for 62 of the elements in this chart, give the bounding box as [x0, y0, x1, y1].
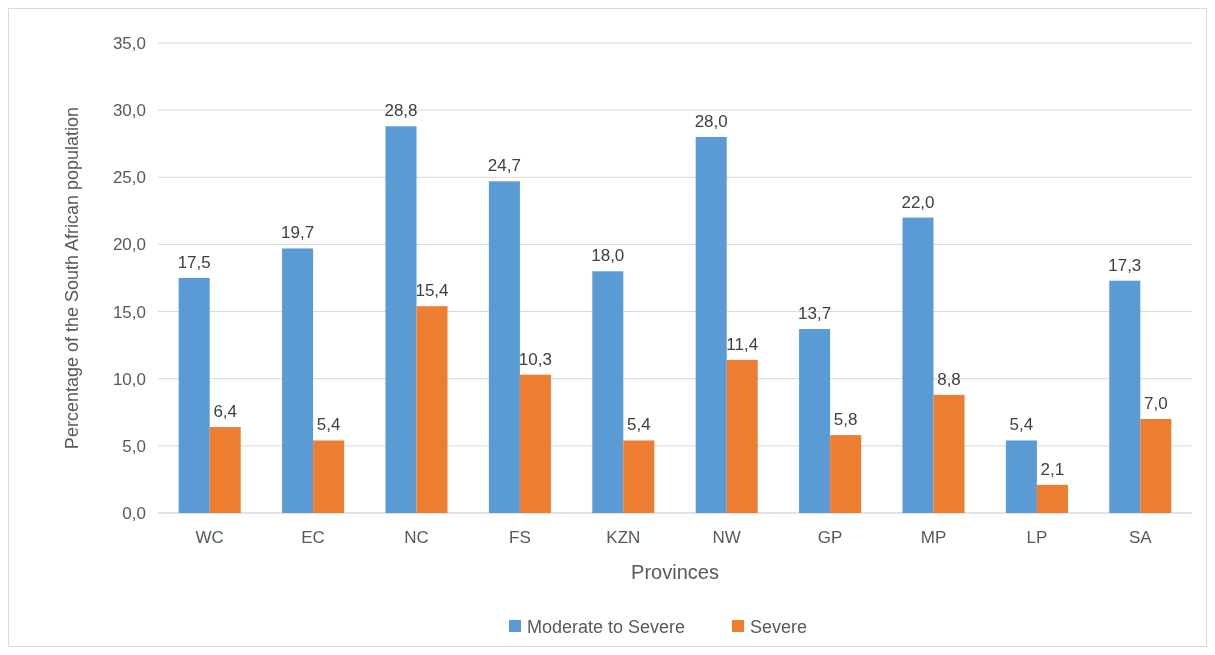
- bar: [313, 440, 345, 513]
- data-label: 5,4: [626, 415, 651, 435]
- bar: [902, 217, 934, 513]
- bar: [933, 394, 965, 513]
- x-axis-title: Provinces: [631, 561, 719, 583]
- y-tick-label: 15,0: [112, 302, 146, 322]
- bar: [282, 248, 314, 513]
- bar: [488, 181, 520, 513]
- x-tick-label: GP: [817, 528, 843, 547]
- bar: [416, 306, 448, 513]
- y-tick-label: 35,0: [112, 33, 146, 53]
- x-tick-label: WC: [195, 528, 224, 547]
- bar: [209, 427, 241, 513]
- data-label: 13,7: [798, 304, 832, 324]
- data-label: 10,3: [518, 349, 552, 369]
- data-label: 17,3: [1108, 255, 1142, 275]
- bar: [830, 435, 862, 513]
- x-tick-label: SA: [1128, 528, 1153, 547]
- data-label: 5,4: [316, 415, 341, 435]
- bar: [799, 329, 831, 513]
- data-label: 28,8: [384, 101, 418, 121]
- y-tick-label: 20,0: [112, 235, 146, 255]
- bar: [1005, 440, 1037, 513]
- data-label: 15,4: [415, 281, 449, 301]
- data-label: 6,4: [213, 402, 238, 422]
- bar: [519, 374, 551, 513]
- data-label: 24,7: [487, 156, 521, 176]
- data-label: 5,4: [1009, 415, 1034, 435]
- bar: [592, 271, 624, 513]
- data-label: 19,7: [281, 223, 315, 243]
- data-label: 5,8: [833, 410, 858, 430]
- data-label: 11,4: [726, 334, 759, 354]
- bar: [695, 137, 727, 513]
- data-label: 8,8: [937, 369, 961, 389]
- data-label: 2,1: [1040, 459, 1065, 479]
- x-tick-label: NW: [712, 528, 741, 547]
- bar: [1036, 484, 1068, 513]
- x-tick-label: EC: [301, 528, 325, 547]
- y-tick-label: 10,0: [112, 369, 146, 389]
- y-tick-label: 25,0: [112, 168, 146, 188]
- bar: [178, 278, 210, 513]
- bar: [726, 359, 758, 513]
- bar: [1140, 419, 1172, 513]
- bar: [1109, 280, 1141, 513]
- data-label: 28,0: [694, 112, 728, 131]
- legend-label: Severe: [750, 617, 808, 638]
- y-tick-label: 5,0: [122, 436, 146, 456]
- x-tick-label: FS: [509, 528, 531, 547]
- data-label: 7,0: [1143, 394, 1168, 413]
- x-tick-label: MP: [920, 528, 947, 547]
- bar: [623, 440, 655, 513]
- y-axis-title: Percentage of the South African population: [62, 106, 82, 450]
- data-label: 18,0: [591, 246, 625, 266]
- bar: [385, 126, 417, 513]
- x-tick-label: LP: [1026, 528, 1048, 547]
- y-tick-label: 0,0: [122, 503, 146, 523]
- y-tick-label: 30,0: [112, 101, 146, 121]
- x-tick-label: NC: [404, 528, 429, 547]
- legend-label: Moderate to Severe: [527, 617, 686, 638]
- x-tick-label: KZN: [606, 528, 641, 547]
- data-label: 22,0: [901, 192, 935, 212]
- data-label: 17,5: [177, 253, 211, 272]
